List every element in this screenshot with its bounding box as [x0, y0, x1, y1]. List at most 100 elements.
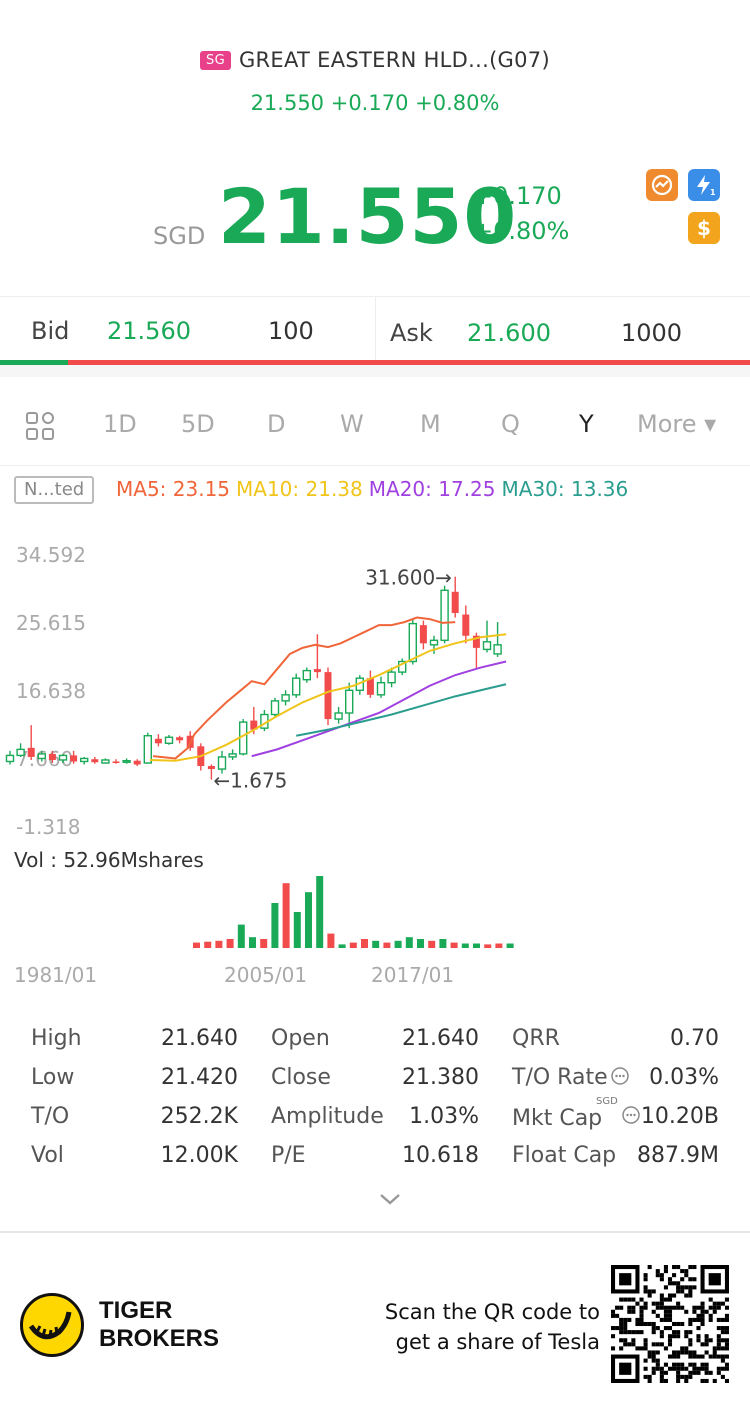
tab-more[interactable]: More ▾ [637, 410, 717, 438]
more-info-icon[interactable] [621, 1105, 641, 1125]
adjust-mode-button[interactable]: N...ted [14, 476, 95, 504]
qr-module [615, 1313, 620, 1318]
price-subtitle: 21.550 +0.170 +0.80% [250, 91, 500, 115]
qr-module [688, 1277, 693, 1282]
qr-module [716, 1338, 721, 1343]
qr-module [724, 1378, 729, 1383]
ma10-value: MA10: 21.38 [236, 477, 363, 501]
candle-body [250, 720, 258, 730]
qr-module [708, 1313, 713, 1318]
qr-module [704, 1350, 709, 1355]
qr-module [704, 1342, 709, 1347]
tab-1d[interactable]: 1D [103, 410, 137, 438]
qr-module [680, 1321, 685, 1327]
qr-module [696, 1338, 701, 1343]
qr-module [676, 1362, 681, 1367]
qr-module [639, 1297, 644, 1302]
brand-line-2: BROKERS [99, 1325, 220, 1352]
qr-module [704, 1362, 709, 1367]
candle-body [324, 672, 332, 720]
qr-module [700, 1342, 705, 1347]
stats-grid: High 21.640 Open 21.640 QRR 0.70 Low 21.… [0, 1020, 750, 1180]
kline-chart[interactable]: 34.59225.61516.6387.660-1.31831.600→←1.6… [0, 520, 750, 1000]
tab-day[interactable]: D [267, 410, 286, 438]
qr-module [623, 1330, 628, 1335]
bid-ask-divider [375, 297, 376, 361]
qr-module [680, 1374, 685, 1379]
qr-module [619, 1346, 624, 1351]
qr-module [720, 1301, 725, 1306]
qr-module [712, 1350, 717, 1355]
qr-module [619, 1338, 624, 1343]
qr-module [692, 1362, 697, 1367]
qr-module [684, 1273, 689, 1278]
tab-week[interactable]: W [340, 410, 364, 438]
qr-module [663, 1378, 668, 1383]
volume-bar [361, 939, 368, 948]
more-info-icon[interactable] [610, 1066, 630, 1086]
dollar-icon[interactable]: $ [688, 212, 720, 244]
chevron-down-icon[interactable] [378, 1188, 402, 1212]
candle-body [462, 614, 470, 636]
moving-average-legend: N...ted MA5: 23.15 MA10: 21.38 MA20: 17.25… [0, 476, 750, 506]
ma20-value: MA20: 17.25 [368, 477, 496, 501]
candle-body [451, 591, 459, 614]
candle-body [313, 669, 321, 673]
volume-bar [372, 940, 380, 948]
grid-layout-icon[interactable] [24, 410, 56, 442]
qr-module [676, 1366, 681, 1371]
qr-module [680, 1277, 685, 1282]
qr-module [667, 1281, 673, 1286]
qr-module [631, 1338, 636, 1343]
candle-body [48, 753, 56, 760]
qr-module [659, 1305, 664, 1310]
y-tick-label: -1.318 [16, 815, 80, 839]
qr-module [716, 1334, 721, 1339]
qr-caption: Scan the QR code to get a share of Tesla [385, 1297, 600, 1357]
qr-module [720, 1346, 725, 1351]
tab-quarter[interactable]: Q [501, 410, 520, 438]
qr-module [619, 1273, 632, 1286]
volume-bar [271, 903, 279, 948]
candle-body [281, 694, 290, 702]
volume-label: Vol : 52.96Mshares [14, 848, 204, 872]
qr-module [667, 1338, 673, 1343]
qr-module [680, 1350, 685, 1355]
qr-module [680, 1269, 685, 1274]
candle-chart-icon[interactable] [646, 169, 678, 201]
qr-module [716, 1301, 721, 1306]
qr-module [643, 1366, 648, 1371]
qr-module [647, 1350, 652, 1355]
candle-body [16, 748, 25, 757]
qr-module [676, 1354, 681, 1359]
stat-value-float-cap: 887.9M [637, 1143, 719, 1168]
tab-5d[interactable]: 5D [181, 410, 215, 438]
stat-value-mkt-cap: 10.20B [640, 1104, 719, 1129]
tab-year[interactable]: Y [579, 410, 594, 438]
qr-module [659, 1293, 664, 1298]
qr-module [643, 1346, 648, 1351]
tab-month[interactable]: M [420, 410, 441, 438]
qr-module [676, 1321, 681, 1327]
brand-line-1: TIGER [99, 1297, 173, 1324]
candle-body [133, 760, 141, 765]
qr-module [615, 1326, 620, 1331]
qr-module [672, 1354, 677, 1359]
stat-label-open: Open [271, 1026, 330, 1051]
qr-module [676, 1330, 681, 1335]
candle-body [482, 641, 492, 651]
market-badge: SG [200, 51, 231, 70]
qr-module [684, 1366, 689, 1371]
qr-module [700, 1321, 705, 1327]
qr-module [724, 1366, 729, 1371]
qr-module [676, 1350, 681, 1355]
qr-module [667, 1297, 673, 1302]
qr-module [720, 1374, 725, 1379]
qr-module [619, 1297, 624, 1302]
qr-module [667, 1305, 673, 1310]
qr-module [639, 1313, 644, 1318]
qr-module [696, 1305, 701, 1310]
lightning-level1-icon[interactable]: 1 [688, 169, 720, 201]
qr-caption-line-1: Scan the QR code to [384, 1300, 600, 1324]
qr-module [708, 1273, 721, 1286]
